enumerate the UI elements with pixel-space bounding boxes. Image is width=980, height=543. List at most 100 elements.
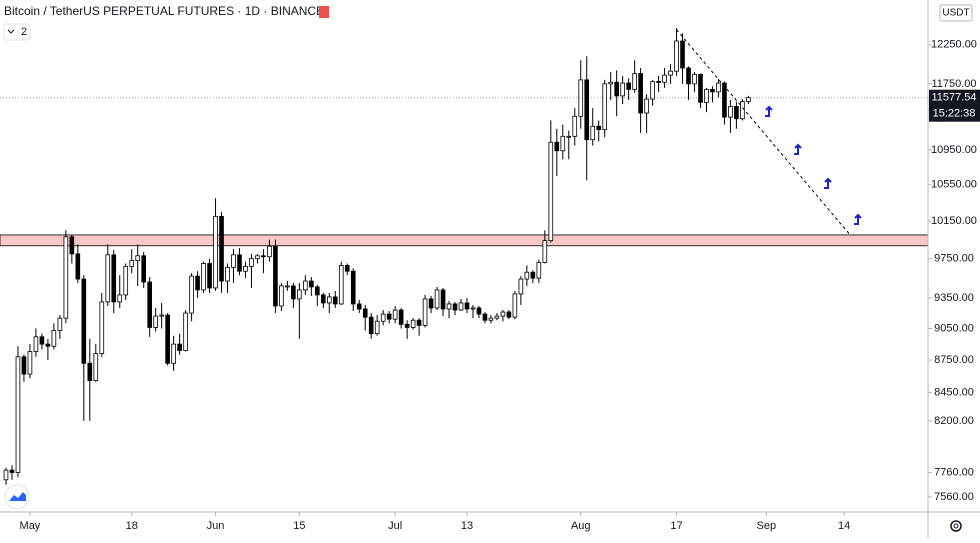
y-tick-label: 10150.00 — [931, 215, 977, 227]
candle-body — [27, 351, 33, 375]
candle-body — [746, 97, 751, 102]
trendline — [676, 29, 851, 236]
chart-title: Bitcoin / TetherUS PERPETUAL FUTURES · 1… — [4, 4, 324, 18]
candle-body — [344, 265, 350, 272]
candle-body — [572, 115, 578, 137]
candle-body — [219, 215, 224, 282]
x-tick-label: 15 — [293, 520, 305, 532]
candle-body — [207, 263, 212, 289]
countdown-label: 15:22:38 — [933, 108, 976, 120]
candle-body — [183, 312, 188, 351]
candle-body — [410, 319, 416, 328]
candle-body — [165, 314, 170, 364]
candle-body — [614, 81, 619, 97]
candle-body — [560, 135, 566, 152]
candle-body — [602, 83, 608, 130]
candle-body — [590, 125, 596, 141]
candle-body — [326, 296, 332, 304]
candle-body — [93, 353, 99, 382]
candle-body — [171, 343, 176, 364]
candle-body — [482, 313, 488, 321]
candle-body — [686, 67, 691, 85]
candle-body — [332, 296, 338, 305]
y-tick-label: 10550.00 — [931, 179, 977, 191]
candle-body — [440, 289, 446, 310]
plot-area — [0, 28, 929, 485]
chevron-icon — [7, 29, 15, 34]
candle-body — [315, 286, 320, 296]
candle-body — [3, 469, 9, 481]
candle-body — [650, 81, 655, 100]
candle-body — [231, 254, 236, 268]
y-tick-label: 7560.00 — [934, 491, 974, 503]
candle-body — [159, 314, 164, 317]
candle-body — [15, 356, 21, 473]
candle-body — [542, 240, 548, 263]
candle-body — [99, 301, 105, 355]
candle-body — [728, 106, 733, 118]
candle-body — [662, 74, 667, 83]
candle-body — [39, 336, 45, 345]
candle-body — [422, 298, 428, 326]
candle-body — [350, 270, 356, 305]
resistance-zone — [0, 234, 929, 247]
candle-body — [111, 254, 117, 303]
candle-body — [338, 265, 344, 305]
candle-body — [309, 280, 314, 288]
candle-body — [63, 236, 69, 319]
candle-body — [398, 309, 404, 325]
candle-body — [177, 343, 182, 351]
candle-body — [704, 89, 709, 103]
candle-body — [656, 81, 661, 83]
candle-body — [261, 255, 266, 258]
candle-body — [285, 285, 290, 288]
candle-body — [404, 323, 410, 328]
candle-body — [213, 215, 218, 289]
settings-icon[interactable] — [950, 520, 962, 532]
candle-body — [518, 278, 524, 295]
currency-box[interactable] — [939, 4, 973, 22]
candle-body — [536, 262, 542, 279]
candle-body — [548, 141, 554, 241]
candle-body — [380, 313, 386, 322]
candle-body — [722, 82, 727, 118]
y-tick-label: 8200.00 — [934, 415, 974, 427]
candle-body — [189, 275, 194, 314]
y-tick-label: 8750.00 — [934, 354, 974, 366]
y-tick-label: 7760.00 — [934, 466, 974, 478]
candle-body — [386, 313, 392, 320]
candle-body — [69, 236, 75, 255]
candle-body — [716, 82, 721, 93]
candle-body — [21, 356, 27, 375]
candle-body — [153, 315, 158, 328]
candle-body — [530, 271, 536, 279]
candle-body — [680, 40, 685, 69]
candle-body — [566, 135, 572, 138]
candle-body — [524, 271, 530, 280]
candle-body — [500, 311, 506, 317]
candle-body — [87, 362, 93, 382]
candle-body — [135, 255, 141, 261]
candle-body — [638, 73, 643, 114]
candle-body — [297, 289, 302, 300]
drawing-arrows — [765, 105, 862, 225]
candle-body — [416, 319, 422, 326]
candle-body — [356, 303, 362, 310]
candle-body — [710, 89, 715, 93]
last-price-box — [929, 89, 980, 122]
candle-body — [123, 265, 129, 296]
candle-body — [644, 98, 649, 114]
candle-body — [506, 311, 512, 318]
x-tick-label: Jul — [388, 520, 402, 532]
x-tick-label: 17 — [670, 520, 682, 532]
x-tick-label: 18 — [126, 520, 138, 532]
flag-icon[interactable] — [319, 6, 329, 18]
last-price-label: 11577.54 — [931, 92, 976, 104]
candle-body — [147, 281, 152, 328]
indicator-toggle[interactable] — [3, 23, 31, 41]
candle-body — [554, 141, 560, 152]
candle-body — [141, 255, 147, 283]
